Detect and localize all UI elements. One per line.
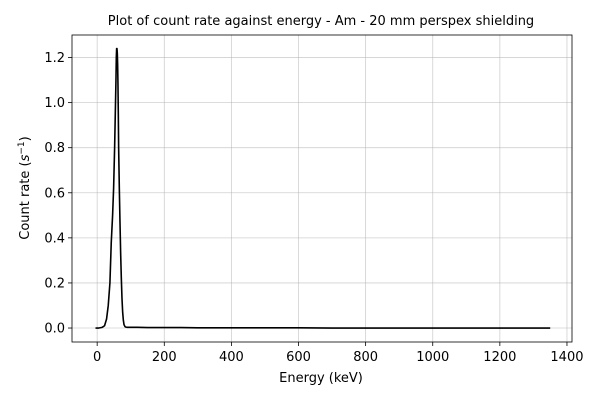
x-tick-label: 800 bbox=[353, 350, 378, 365]
x-axis-label: Energy (keV) bbox=[279, 371, 363, 386]
y-axis-label-close: ) bbox=[18, 136, 33, 141]
y-axis-ticks: 0.0 0.2 0.4 0.6 0.8 1.0 1.2 bbox=[44, 51, 72, 337]
x-tick-label: 1200 bbox=[483, 350, 516, 365]
x-axis-ticks: 0 200 400 600 800 1000 1200 1400 bbox=[93, 342, 584, 365]
x-tick-label: 400 bbox=[219, 350, 244, 365]
x-tick-label: 200 bbox=[152, 350, 177, 365]
y-tick-label: 1.0 bbox=[44, 96, 65, 111]
y-tick-label: 0.2 bbox=[44, 276, 65, 291]
x-tick-label: 600 bbox=[286, 350, 311, 365]
plot-frame bbox=[71, 34, 573, 343]
grid bbox=[72, 35, 572, 342]
y-tick-label: 0.8 bbox=[44, 141, 65, 156]
y-axis-label: Count rate (s−1) bbox=[17, 136, 33, 240]
y-axis-label-main: Count rate ( bbox=[18, 161, 33, 239]
x-tick-label: 0 bbox=[93, 350, 101, 365]
y-tick-label: 0.6 bbox=[44, 186, 65, 201]
y-tick-label: 0.4 bbox=[44, 231, 65, 246]
y-axis-label-exponent: −1 bbox=[17, 141, 27, 154]
y-tick-label: 1.2 bbox=[44, 51, 65, 66]
series-line-count-rate bbox=[95, 47, 551, 329]
chart-title: Plot of count rate against energy - Am -… bbox=[108, 14, 534, 29]
x-tick-label: 1000 bbox=[416, 350, 449, 365]
y-axis-label-unit: s bbox=[18, 154, 33, 161]
x-tick-label: 1400 bbox=[550, 350, 583, 365]
y-tick-label: 0.0 bbox=[44, 322, 65, 337]
